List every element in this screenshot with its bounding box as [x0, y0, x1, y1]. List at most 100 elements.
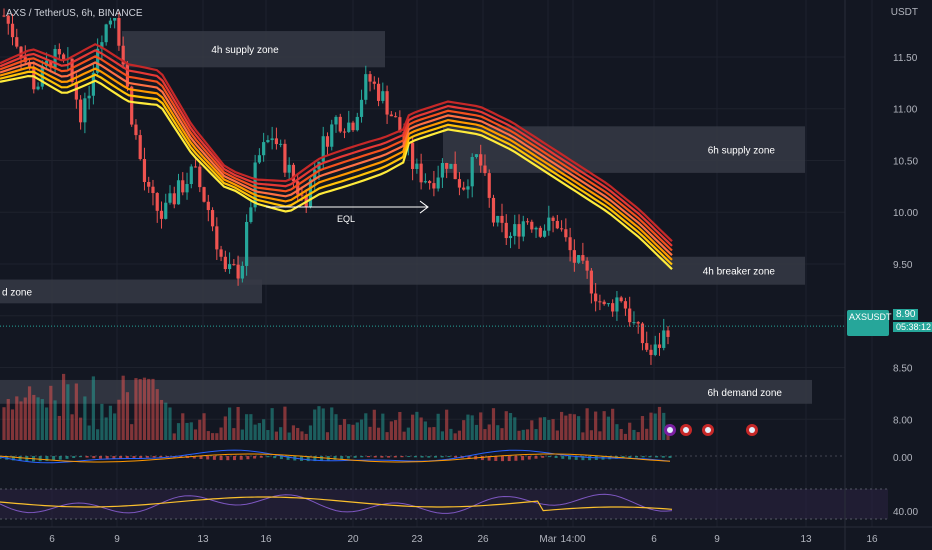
macd-histogram-bar	[320, 456, 324, 461]
macd-histogram-bar	[112, 456, 116, 460]
candle-body	[300, 194, 304, 196]
candle-body	[572, 250, 576, 263]
candle-body	[176, 180, 181, 205]
candle-body	[227, 264, 232, 270]
candle-body	[74, 81, 78, 100]
volume-bar	[236, 406, 240, 440]
price-tick: 11.00	[893, 105, 918, 116]
volume-bar	[496, 425, 500, 440]
time-tick: 20	[347, 534, 359, 545]
volume-bar	[645, 428, 649, 440]
macd-histogram-bar	[393, 456, 397, 458]
volume-bar	[300, 431, 304, 440]
candle-body	[87, 95, 91, 99]
volume-bar	[66, 384, 70, 440]
candle-body	[547, 217, 551, 231]
ribbon-line	[0, 61, 673, 256]
volume-bar	[423, 421, 427, 440]
volume-bar	[219, 427, 223, 440]
macd-histogram-bar	[574, 456, 578, 460]
macd-histogram-bar	[226, 456, 230, 461]
candle-body	[585, 260, 589, 271]
macd-histogram-bar	[655, 456, 659, 458]
volume-bar	[91, 376, 95, 440]
candle-body	[611, 303, 615, 312]
macd-histogram-bar	[541, 456, 545, 458]
macd-histogram-bar	[233, 456, 236, 461]
volume-bar	[74, 383, 78, 440]
candle-body	[270, 138, 274, 141]
annotations: EQL	[0, 200, 845, 436]
candle-body	[291, 164, 296, 182]
zones-layer: 4h supply zone 6h supply zone 4h breaker z…	[0, 31, 812, 404]
ribbon-line	[0, 70, 673, 266]
volume-bar	[491, 408, 496, 440]
macd-histogram-bar	[534, 456, 538, 459]
volume-bar	[474, 424, 479, 440]
bar-countdown: 05:38:12	[893, 322, 932, 332]
candle-body	[551, 217, 555, 221]
volume-bar	[513, 417, 517, 440]
macd-histogram-bar	[380, 456, 384, 458]
macd-histogram-bar	[72, 456, 76, 459]
volume-bar	[168, 407, 172, 440]
candle-body	[440, 163, 445, 178]
volume-bar	[317, 406, 321, 440]
macd-histogram-bar	[487, 456, 491, 461]
candle-body	[436, 177, 440, 189]
volume-bar	[253, 424, 257, 440]
volume-bar	[359, 419, 364, 440]
volume-bar	[534, 429, 538, 440]
eql-label: EQL	[337, 214, 355, 224]
zone-label: 4h supply zone	[211, 45, 279, 56]
candle-body	[83, 98, 87, 123]
macd-histogram-bar	[199, 456, 203, 459]
volume-bar	[594, 411, 598, 440]
macd-histogram-bar	[266, 456, 270, 458]
time-tick: 16	[866, 534, 878, 545]
volume-bar	[53, 400, 57, 440]
candle-body	[27, 62, 32, 69]
volume-bar	[602, 411, 606, 440]
volume-bar	[40, 399, 44, 440]
volume-bar	[100, 403, 104, 440]
candle-body	[266, 140, 270, 143]
macd-histogram-bar	[507, 456, 511, 462]
candle-body	[338, 116, 342, 132]
volume-bar	[500, 428, 504, 440]
candle-body	[517, 224, 521, 237]
candle-body	[589, 270, 593, 294]
volume-bar	[125, 392, 130, 440]
macd-histogram-bar	[628, 456, 632, 458]
macd-histogram-bar	[367, 456, 370, 458]
candle-body	[466, 186, 470, 190]
macd-histogram-bar	[192, 456, 196, 459]
volume-bar	[206, 431, 210, 440]
zone-box	[122, 31, 385, 68]
chart-title: AXS / TetherUS, 6h, BINANCE	[6, 8, 143, 19]
volume-bar	[291, 425, 296, 440]
candle-body	[653, 344, 657, 355]
volume-bar	[113, 413, 117, 440]
volume-bar	[577, 416, 581, 440]
macd-histogram-bar	[253, 456, 257, 459]
volume-bar	[585, 408, 589, 440]
rsi-line	[0, 493, 673, 514]
macd-histogram-bar	[99, 456, 102, 459]
volume-bar	[266, 430, 270, 440]
symbol-tag-bg	[847, 310, 889, 336]
candle-body	[389, 114, 393, 117]
macd-histogram-bar	[387, 456, 391, 458]
zone-label: d zone	[2, 287, 32, 298]
macd-histogram-bar	[92, 456, 96, 459]
volume-bar	[19, 401, 23, 440]
volume-bar	[193, 429, 198, 440]
volume-bar	[210, 433, 215, 440]
volume-bar	[568, 413, 572, 440]
time-axis[interactable]: 6 9 13 16 20 23 26 Mar 14:00 6 9 13 16	[0, 526, 932, 545]
candle-body	[181, 180, 185, 193]
volume-bar	[640, 416, 645, 440]
time-tick: 9	[114, 534, 120, 545]
